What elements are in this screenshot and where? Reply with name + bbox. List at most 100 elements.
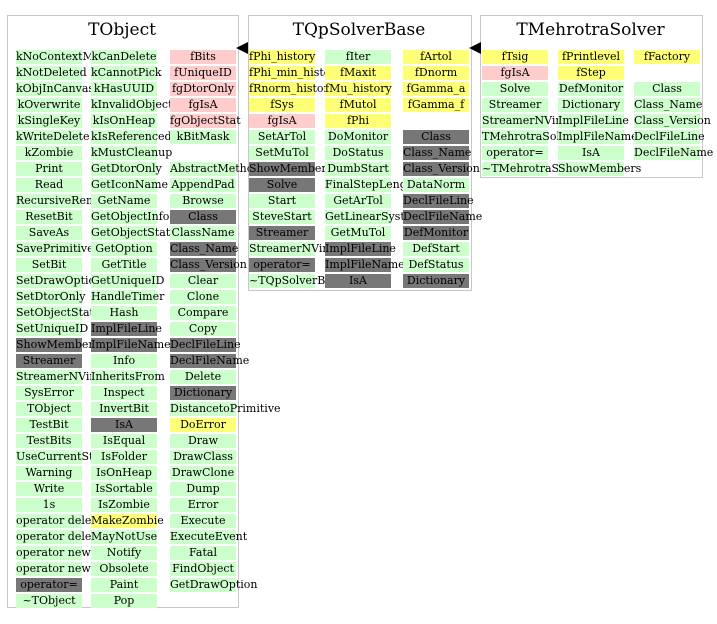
member-cell: fSys <box>249 98 315 112</box>
member-cell: ResetBit <box>16 210 82 224</box>
member-cell: fPhi_min_history <box>249 66 342 80</box>
member-cell: MayNotUse <box>91 530 158 544</box>
member-cell: Browse <box>170 194 236 208</box>
member-cell: Notify <box>91 546 157 560</box>
member-cell: ImplFileName <box>325 258 405 272</box>
member-cell: DrawClass <box>170 450 236 464</box>
member-cell: DeclFileLine <box>403 194 474 208</box>
member-cell: AppendPad <box>170 178 236 192</box>
tqpsolverbase-title: TQpSolverBase <box>292 20 426 40</box>
member-cell: fArtol <box>403 50 469 64</box>
member-cell: ShowMembers <box>16 338 100 352</box>
member-cell: InvertBit <box>91 402 157 416</box>
member-cell: Paint <box>91 578 157 592</box>
member-cell: DefStatus <box>403 258 469 272</box>
member-cell: Read <box>16 178 82 192</box>
member-cell: DeclFileName <box>170 354 250 368</box>
member-cell: IsFolder <box>91 450 157 464</box>
member-cell: Dictionary <box>558 98 624 112</box>
member-cell: kMustCleanup <box>91 146 173 160</box>
member-cell: operator new <box>16 546 91 560</box>
member-cell: Info <box>91 354 157 368</box>
member-cell: ImplFileLine <box>325 242 396 256</box>
member-cell: SetDrawOption <box>16 274 103 288</box>
inheritance-arrow-icon <box>469 42 481 54</box>
member-cell: DrawClone <box>170 466 236 480</box>
member-cell: FindObject <box>170 562 236 576</box>
member-cell: SetUniqueID <box>16 322 89 336</box>
member-cell: TObject <box>16 402 82 416</box>
member-cell: InheritsFrom <box>91 370 165 384</box>
member-cell: Streamer <box>249 226 315 240</box>
member-cell: operator delete[] <box>16 530 111 544</box>
member-cell: StreamerNVirtual <box>16 370 117 384</box>
member-cell: Class_Name <box>634 98 703 112</box>
member-cell: IsSortable <box>91 482 157 496</box>
member-cell: fFactory <box>634 50 700 64</box>
member-cell: ClassName <box>170 226 236 240</box>
tmehrotrasolver-title: TMehrotraSolver <box>516 20 665 40</box>
member-cell: DoError <box>170 418 236 432</box>
member-cell: ImplFileLine <box>91 322 162 336</box>
member-cell: ExecuteEvent <box>170 530 248 544</box>
member-cell: GetUniqueID <box>91 274 165 288</box>
member-cell: kZombie <box>16 146 82 160</box>
member-cell: Class <box>403 130 469 144</box>
member-cell: SetDtorOnly <box>16 290 86 304</box>
member-cell: Print <box>16 162 82 176</box>
member-cell: fBits <box>170 50 236 64</box>
member-cell: Solve <box>249 178 315 192</box>
member-cell: Streamer <box>16 354 82 368</box>
member-cell: UseCurrentStyle <box>16 450 110 464</box>
member-cell: IsA <box>325 274 391 288</box>
member-cell: operator new[] <box>16 562 100 576</box>
member-cell: kNotDeleted <box>16 66 87 80</box>
member-cell: Hash <box>91 306 157 320</box>
member-cell: Fatal <box>170 546 236 560</box>
member-cell: fMaxit <box>325 66 391 80</box>
member-cell: AbstractMethod <box>170 162 261 176</box>
member-cell: ImplFileName <box>558 130 638 144</box>
member-cell: Dictionary <box>403 274 469 288</box>
member-cell: ShowMembers <box>558 162 642 176</box>
member-cell: kIsReferenced <box>91 130 172 144</box>
member-cell: fIter <box>325 50 391 64</box>
member-cell: fgIsA <box>170 98 236 112</box>
member-cell: SysError <box>16 386 82 400</box>
member-cell: GetObjectInfo <box>91 210 170 224</box>
member-cell: Class_Version <box>403 162 480 176</box>
member-cell: kSingleKey <box>16 114 82 128</box>
member-cell: DistancetoPrimitive <box>170 402 281 416</box>
member-cell: ShowMembers <box>249 162 333 176</box>
member-cell: IsEqual <box>91 434 157 448</box>
member-cell: Error <box>170 498 236 512</box>
member-cell: SetBit <box>16 258 82 272</box>
member-cell: DeclFileName <box>634 146 714 160</box>
member-cell: ~TObject <box>16 594 82 608</box>
member-cell: Clear <box>170 274 236 288</box>
member-cell: StreamerNVirtual <box>249 242 350 256</box>
member-cell: fRnorm_history <box>249 82 336 96</box>
member-cell: fGamma_f <box>403 98 469 112</box>
member-cell: SetArTol <box>249 130 315 144</box>
member-cell: GetObjectStat <box>91 226 171 240</box>
member-cell: TestBits <box>16 434 82 448</box>
member-cell: IsZombie <box>91 498 157 512</box>
member-cell: GetOption <box>91 242 157 256</box>
member-cell: GetTitle <box>91 258 157 272</box>
member-cell: operator= <box>249 258 315 272</box>
member-cell: Class_Version <box>170 258 247 272</box>
member-cell: GetLinearSystem <box>325 210 422 224</box>
member-cell: fMutol <box>325 98 391 112</box>
member-cell: kCannotPick <box>91 66 162 80</box>
member-cell: GetName <box>91 194 157 208</box>
member-cell: Pop <box>91 594 157 608</box>
member-cell: operator delete <box>16 514 103 528</box>
member-cell: DeclFileLine <box>170 338 241 352</box>
member-cell: IsA <box>558 146 624 160</box>
member-cell: SaveAs <box>16 226 82 240</box>
member-cell: SavePrimitive <box>16 242 94 256</box>
member-cell: ImplFileName <box>91 338 171 352</box>
member-cell: Class_Version <box>634 114 711 128</box>
